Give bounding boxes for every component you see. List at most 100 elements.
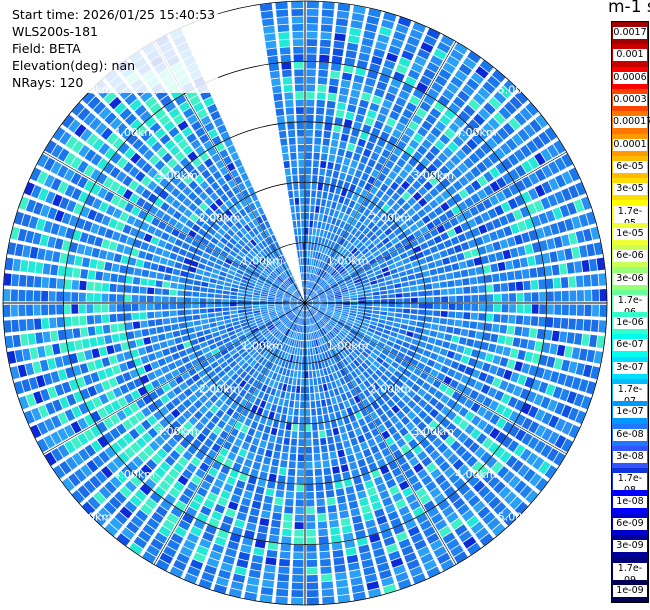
radar-gate bbox=[209, 202, 219, 212]
radar-gate bbox=[195, 468, 206, 479]
radar-gate bbox=[319, 296, 327, 299]
radar-gate bbox=[40, 204, 51, 218]
radar-gate bbox=[219, 393, 229, 402]
radar-gate bbox=[297, 228, 302, 235]
radar-gate bbox=[305, 310, 308, 318]
radar-gate bbox=[382, 472, 393, 482]
radar-gate bbox=[348, 397, 356, 406]
radar-gate bbox=[114, 512, 128, 525]
radar-gate bbox=[45, 402, 56, 415]
radar-gate bbox=[405, 102, 417, 113]
radar-gate bbox=[371, 225, 380, 233]
radar-gate bbox=[438, 499, 450, 511]
radar-gate bbox=[78, 402, 89, 415]
radar-gate bbox=[336, 370, 343, 379]
colorbar-tick-label: 1e-05 bbox=[613, 227, 647, 240]
range-ring-label: 1.00km bbox=[327, 254, 369, 267]
radar-gate bbox=[498, 106, 512, 120]
radar-gate bbox=[204, 365, 213, 374]
radar-gate bbox=[551, 264, 560, 276]
radar-gate bbox=[482, 332, 491, 342]
radar-gate bbox=[355, 221, 362, 230]
radar-gate bbox=[317, 338, 321, 346]
radar-gate bbox=[322, 1, 335, 10]
radar-gate bbox=[294, 292, 300, 298]
radar-gate bbox=[331, 381, 337, 389]
radar-gate bbox=[424, 151, 436, 162]
radar-gate bbox=[334, 307, 342, 311]
radar-gate bbox=[93, 101, 106, 115]
radar-gate bbox=[208, 317, 216, 323]
radar-gate bbox=[339, 229, 346, 238]
radar-gate bbox=[366, 15, 380, 26]
radar-gate bbox=[239, 208, 247, 217]
radar-gate bbox=[362, 472, 372, 482]
radar-gate bbox=[43, 418, 55, 432]
radar-gate bbox=[178, 494, 191, 505]
radar-gate bbox=[65, 367, 75, 379]
radar-gate bbox=[464, 184, 475, 195]
radar-gate bbox=[384, 344, 392, 352]
radar-gate bbox=[367, 355, 375, 363]
range-ring-label: 1.00km bbox=[327, 340, 369, 353]
radar-gate bbox=[352, 444, 361, 454]
radar-gate bbox=[507, 153, 520, 166]
radar-gate bbox=[370, 337, 379, 344]
radar-gate bbox=[214, 198, 224, 207]
radar-gate bbox=[282, 77, 293, 85]
radar-gate bbox=[373, 306, 380, 311]
radar-gate bbox=[373, 145, 383, 155]
radar-gate bbox=[403, 228, 412, 237]
radar-gate bbox=[429, 245, 439, 254]
radar-gate bbox=[177, 204, 187, 214]
radar-gate bbox=[479, 533, 494, 546]
radar-gate bbox=[211, 153, 221, 163]
radar-gate bbox=[345, 111, 355, 120]
radar-gate bbox=[344, 323, 352, 329]
radar-gate bbox=[351, 420, 360, 430]
radar-gate bbox=[362, 337, 370, 344]
radar-gate bbox=[393, 322, 401, 328]
radar-gate bbox=[43, 434, 56, 449]
radar-gate bbox=[259, 416, 267, 425]
radar-gate bbox=[229, 391, 238, 400]
radar-gate bbox=[178, 277, 187, 284]
radar-gate bbox=[323, 230, 328, 238]
radar-gate bbox=[338, 195, 345, 204]
radar-gate bbox=[104, 481, 117, 494]
radar-gate bbox=[327, 93, 337, 102]
radar-gate bbox=[103, 162, 115, 175]
radar-gate bbox=[493, 112, 506, 125]
radar-gate bbox=[118, 451, 130, 464]
radar-gate bbox=[256, 281, 264, 287]
radar-gate bbox=[257, 321, 265, 327]
radar-gate bbox=[165, 194, 175, 205]
radar-gate bbox=[163, 120, 175, 132]
radar-gate bbox=[338, 246, 345, 254]
radar-gate bbox=[165, 182, 175, 193]
radar-gate bbox=[561, 188, 572, 202]
radar-gate bbox=[64, 152, 76, 166]
radar-gate bbox=[230, 306, 237, 311]
radar-gate bbox=[230, 314, 239, 319]
radar-gate bbox=[183, 421, 193, 432]
radar-gate bbox=[499, 357, 509, 367]
radar-gate bbox=[402, 313, 410, 319]
radar-gate bbox=[259, 440, 267, 449]
azimuth-spoke bbox=[304, 302, 567, 455]
radar-gate bbox=[145, 345, 154, 354]
radar-gate bbox=[394, 317, 402, 323]
radar-gate bbox=[478, 224, 488, 235]
radar-gate bbox=[310, 393, 315, 401]
radar-gate bbox=[298, 300, 305, 303]
radar-gate bbox=[398, 57, 411, 68]
radar-gate bbox=[154, 296, 162, 303]
radar-gate bbox=[406, 389, 416, 399]
radar-gate bbox=[184, 163, 195, 173]
radar-gate bbox=[62, 354, 71, 366]
radar-gate bbox=[305, 393, 310, 401]
radar-gate bbox=[318, 361, 323, 369]
radar-gate bbox=[389, 153, 399, 163]
radar-gate bbox=[308, 310, 312, 317]
radar-gate bbox=[140, 503, 153, 516]
